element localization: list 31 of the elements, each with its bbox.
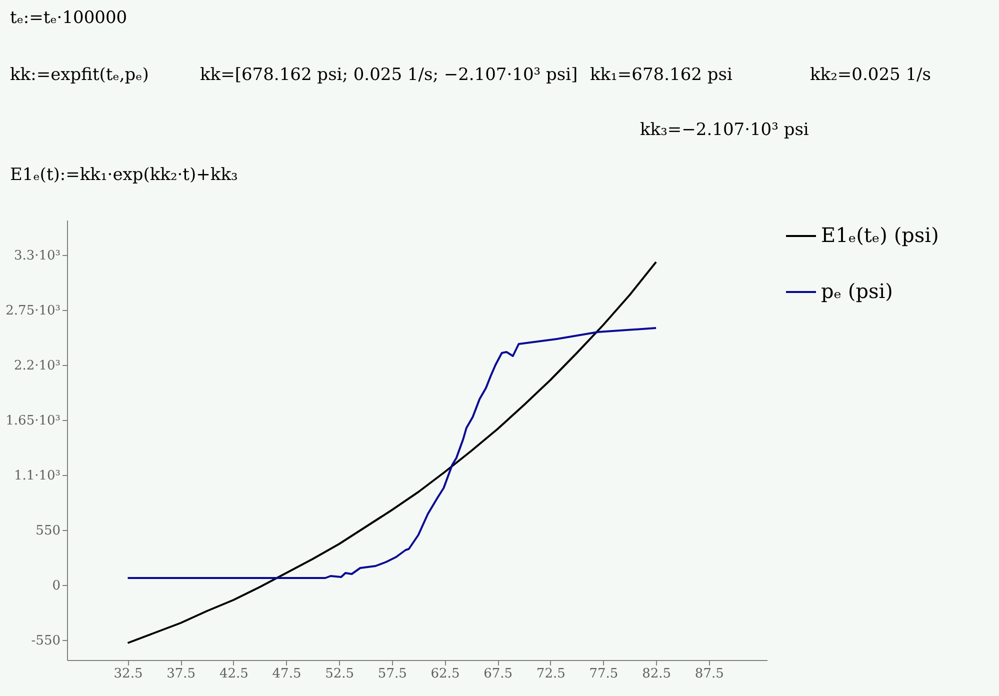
x-tick-label: 62.5 bbox=[430, 666, 460, 682]
x-tick-label: 82.5 bbox=[642, 666, 672, 682]
x-tick-label: 42.5 bbox=[219, 666, 248, 682]
y-tick-label: 2.75·10³ bbox=[6, 304, 60, 318]
x-tick-label: 47.5 bbox=[272, 666, 302, 682]
y-tick-label: 550 bbox=[36, 524, 60, 538]
y-tick-label: 0 bbox=[52, 578, 60, 594]
text: kk₁=678.162 psi bbox=[590, 65, 732, 85]
y-tick-label: 3.3·10³ bbox=[14, 248, 60, 264]
line-series bbox=[126, 327, 658, 579]
text: kk₂=0.025 1/s bbox=[810, 65, 932, 85]
text: E1ₑ(t):=kk₁·exp(kk₂·t)+kk₃ bbox=[10, 165, 238, 185]
y-tick-label: 2.2·10³ bbox=[14, 358, 60, 374]
x-tick-label: 32.5 bbox=[114, 666, 143, 682]
line-series bbox=[126, 261, 658, 644]
x-tick-label: 37.5 bbox=[166, 666, 196, 682]
text: kk₃=−2.107·10³ psi bbox=[640, 120, 809, 140]
x-tick-label: 52.5 bbox=[325, 666, 354, 682]
x-tick-label: 72.5 bbox=[536, 666, 566, 682]
x-tick-label: 57.5 bbox=[378, 666, 407, 682]
legend-label: E1ₑ(tₑ) (psi) bbox=[821, 223, 939, 247]
x-tick-label: 77.5 bbox=[589, 666, 618, 682]
text: kk:=expfit(tₑ,pₑ) bbox=[10, 65, 149, 85]
legend-label: pₑ (psi) bbox=[821, 279, 893, 303]
text: kk=[678.162 psi; 0.025 1/s; −2.107·10³ psi] bbox=[200, 65, 578, 85]
x-tick-label: 67.5 bbox=[484, 666, 513, 682]
y-tick-label: 1.1·10³ bbox=[14, 468, 60, 484]
text: tₑ:=tₑ·100000 bbox=[10, 8, 128, 28]
y-tick-label: -550 bbox=[31, 634, 60, 648]
y-tick-label: 1.65·10³ bbox=[6, 414, 60, 428]
x-tick-label: 87.5 bbox=[694, 666, 724, 682]
